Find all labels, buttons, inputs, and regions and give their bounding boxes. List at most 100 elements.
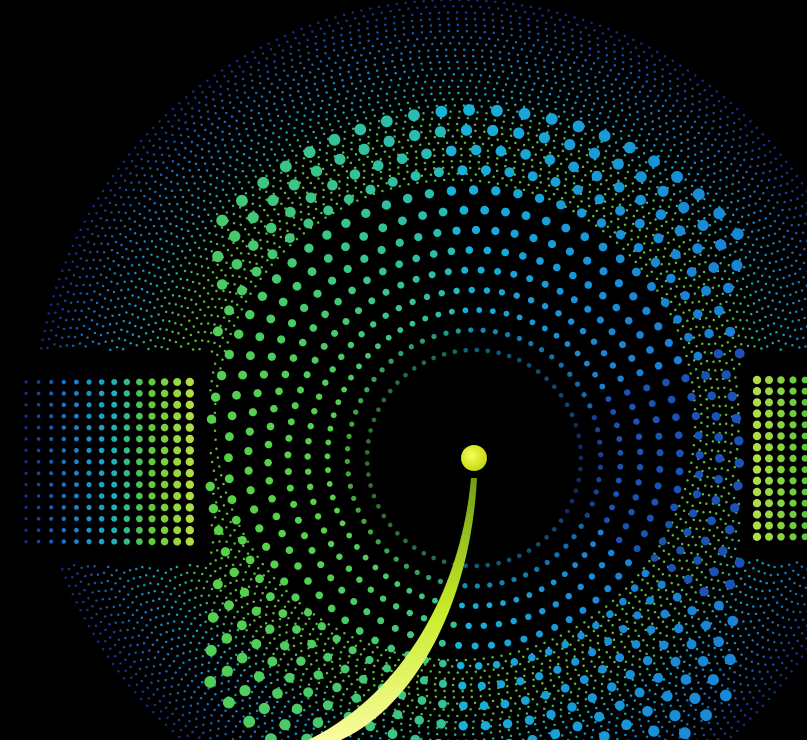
dot [480,105,483,108]
dot [500,132,504,136]
dot [756,643,759,646]
dot [631,190,635,193]
dot [250,690,254,694]
dot [74,584,78,587]
dot [96,640,100,643]
dot [204,247,208,251]
dot [313,75,317,79]
dot [512,115,515,119]
dot [561,647,564,650]
dot [300,700,304,704]
dot [489,50,493,53]
dot [661,104,665,108]
dot [212,98,215,101]
dot [781,309,785,312]
dot [474,714,477,717]
dot [679,132,682,136]
dot [474,24,478,27]
dot [753,578,756,581]
dot [761,307,764,310]
dot [444,727,448,730]
dot [565,659,568,662]
dot [416,181,419,185]
dot [656,248,660,252]
dot [795,259,798,263]
dot [76,572,79,575]
dot [660,285,664,288]
dot [184,256,187,259]
dot [606,728,610,732]
dot [553,23,557,27]
dot [626,91,630,94]
dot [207,340,210,343]
dot [637,54,641,58]
dot [678,190,682,193]
dot [737,430,740,433]
dot [588,53,591,57]
dot [413,44,416,47]
dot [639,702,642,706]
dot [716,722,719,725]
dot [310,733,314,736]
dot [712,180,716,184]
dot [803,222,807,225]
dot [184,121,187,124]
dot [708,213,711,216]
dot [419,124,423,128]
dot [386,4,390,7]
dot [283,705,287,708]
dot [799,239,802,243]
dot [384,17,387,20]
dot [612,638,616,641]
dot [327,623,331,626]
dot [698,263,701,266]
dot [114,181,118,185]
dot [590,21,593,25]
dot [710,298,714,302]
dot [742,310,746,314]
dot [485,0,488,3]
dot [694,630,697,634]
dot [570,34,574,38]
dot [349,76,353,79]
dot [255,151,258,154]
dot [422,43,425,46]
dot [451,135,455,138]
dot [588,40,591,43]
dot [545,98,549,101]
dot [300,74,304,78]
dot [290,611,293,614]
dot [287,735,290,739]
dot [319,632,323,636]
dot [88,266,92,270]
dot [134,672,138,676]
dot [325,685,329,689]
dot [105,276,108,279]
dot [269,681,273,685]
dot [165,630,168,634]
dot [251,186,254,189]
dot [395,46,398,50]
dot [91,591,94,594]
dot [133,691,137,694]
dot [92,275,95,279]
dot [362,15,366,18]
dot [162,657,166,661]
dot [796,639,799,643]
dot [200,322,203,326]
dot [409,57,412,60]
dot [691,301,694,304]
dot [451,97,454,101]
dot [302,66,306,70]
dot [415,706,418,709]
dot [181,705,185,709]
dot [350,148,353,151]
dot [556,187,559,191]
dot [36,505,41,510]
dot [156,569,160,572]
dot [552,684,556,688]
dot [126,579,130,582]
dot [711,127,714,130]
dot [608,692,612,696]
dot [681,166,684,170]
